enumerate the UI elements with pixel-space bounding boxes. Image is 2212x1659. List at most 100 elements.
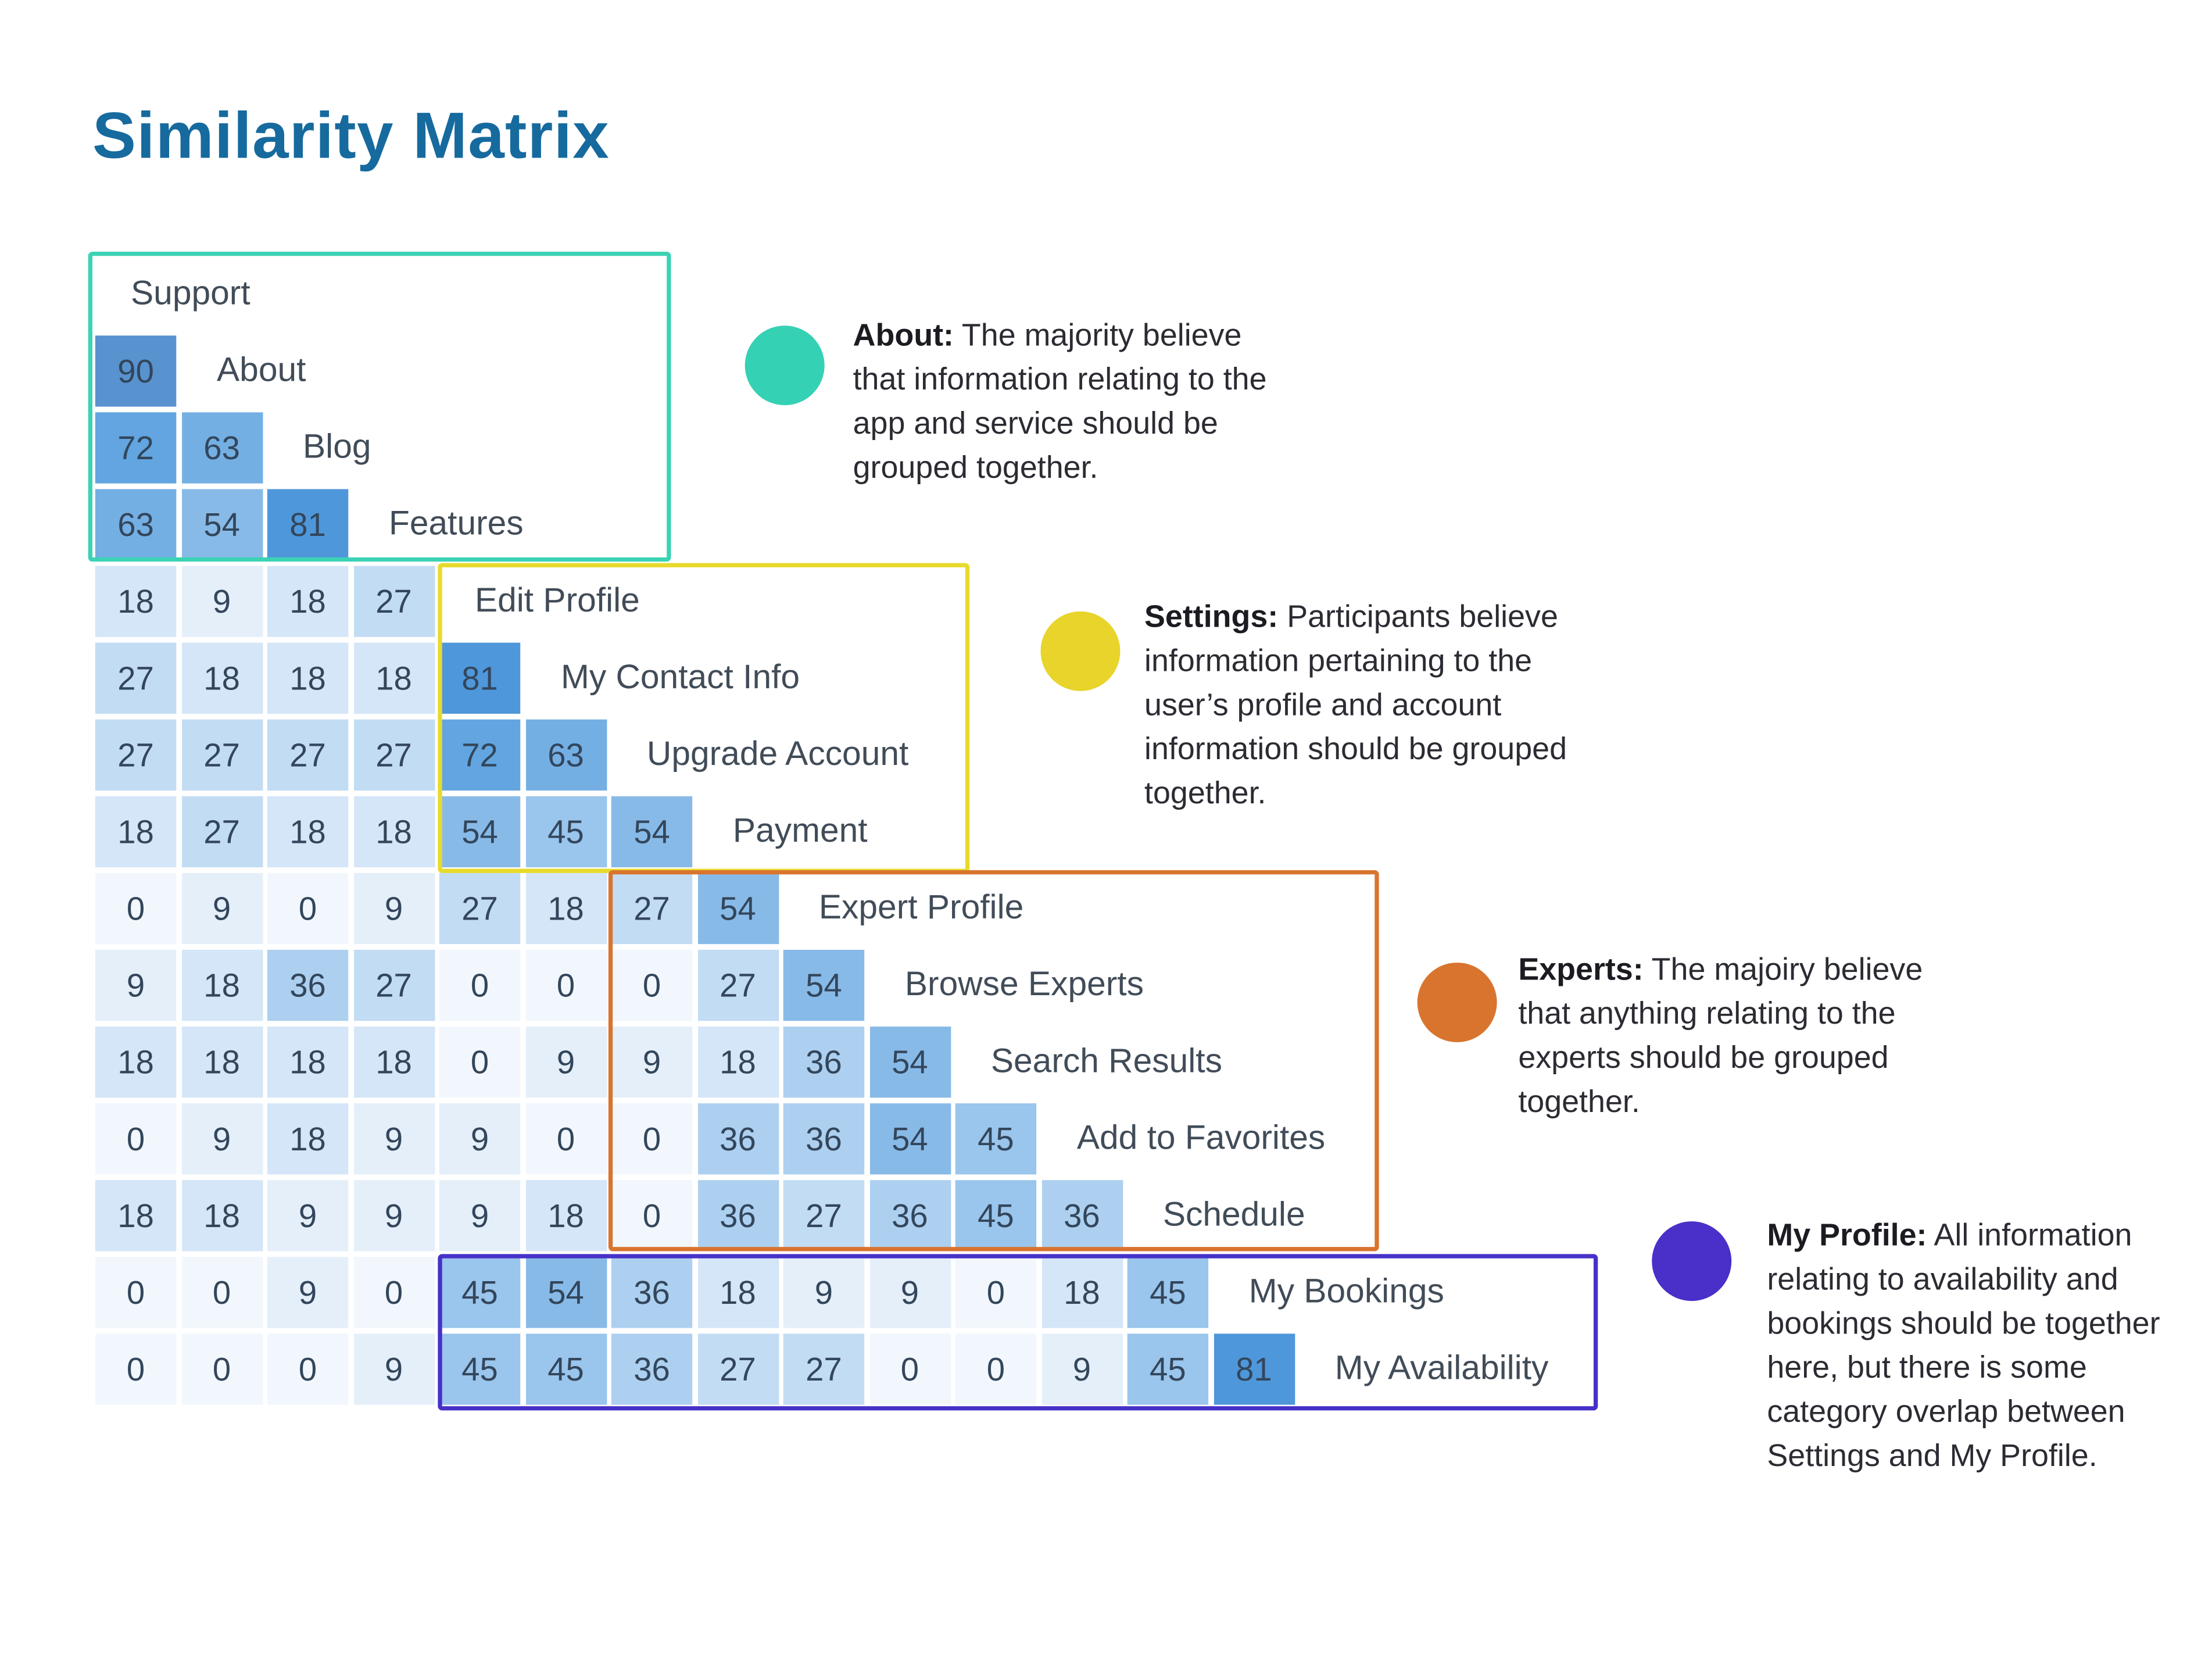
annotation-label: Settings:	[1144, 598, 1279, 634]
matrix-cell: 18	[353, 642, 435, 714]
matrix-cell: 36	[869, 1180, 951, 1252]
matrix-cell: 0	[181, 1257, 263, 1328]
matrix-cell: 45	[439, 1333, 521, 1405]
matrix-cell: 27	[353, 566, 435, 637]
matrix-cell: 45	[955, 1180, 1037, 1252]
matrix-cell: 27	[181, 796, 263, 868]
matrix-cell: 18	[353, 796, 435, 868]
matrix-cell: 9	[439, 1103, 521, 1175]
matrix-cell: 18	[267, 1103, 349, 1175]
matrix-cell: 27	[783, 1180, 865, 1252]
matrix-cell: 0	[955, 1333, 1037, 1405]
matrix-cell: 45	[1127, 1333, 1209, 1405]
matrix-cell: 36	[611, 1257, 693, 1328]
matrix-cell: 0	[611, 1180, 693, 1252]
matrix-cell: 54	[783, 949, 865, 1021]
matrix-cell: 45	[525, 796, 607, 868]
matrix-cell: 0	[525, 1103, 607, 1175]
matrix-cell: 9	[353, 1180, 435, 1252]
matrix-category-label: My Bookings	[1248, 1272, 1444, 1311]
matrix-cell: 27	[611, 873, 693, 945]
matrix-cell: 54	[525, 1257, 607, 1328]
matrix-cell: 18	[525, 1180, 607, 1252]
matrix-category-label: Features	[388, 505, 524, 544]
similarity-matrix: Support 90 About 72 63 Blog 63 54 81 Features 18 9 1…	[88, 251, 1673, 1439]
matrix-category-label: Add to Favorites	[1076, 1119, 1326, 1158]
matrix-cell: 27	[697, 949, 779, 1021]
matrix-cell: 0	[955, 1257, 1037, 1328]
matrix-category-label: Schedule	[1162, 1196, 1305, 1235]
matrix-cell: 9	[525, 1027, 607, 1098]
matrix-cell: 18	[181, 642, 263, 714]
settings-group-dot	[1040, 611, 1121, 691]
matrix-cell: 0	[95, 1257, 177, 1328]
matrix-cell: 18	[95, 1180, 177, 1252]
my-profile-group-dot	[1652, 1221, 1732, 1302]
matrix-cell: 45	[1127, 1257, 1209, 1328]
matrix-cell: 27	[95, 719, 177, 791]
matrix-cell: 81	[267, 489, 349, 560]
matrix-cell: 18	[267, 566, 349, 637]
matrix-cell: 9	[783, 1257, 865, 1328]
matrix-category-label: Browse Experts	[904, 965, 1144, 1004]
matrix-cell: 0	[95, 873, 177, 945]
matrix-cell: 36	[611, 1333, 693, 1405]
matrix-cell: 9	[95, 949, 177, 1021]
matrix-cell: 9	[181, 873, 263, 945]
matrix-cell: 54	[869, 1027, 951, 1098]
matrix-cell: 9	[439, 1180, 521, 1252]
matrix-cell: 36	[697, 1103, 779, 1175]
matrix-cell: 9	[869, 1257, 951, 1328]
matrix-cell: 9	[267, 1257, 349, 1328]
matrix-category-label: Blog	[302, 428, 371, 467]
matrix-cell: 81	[1213, 1333, 1295, 1405]
matrix-cell: 45	[439, 1257, 521, 1328]
matrix-cell: 0	[267, 873, 349, 945]
matrix-category-label: My Contact Info	[560, 658, 800, 697]
matrix-cell: 0	[353, 1257, 435, 1328]
matrix-cell: 18	[1041, 1257, 1123, 1328]
matrix-cell: 63	[181, 412, 263, 484]
matrix-cell: 18	[267, 642, 349, 714]
matrix-cell: 54	[181, 489, 263, 560]
matrix-cell: 36	[783, 1103, 865, 1175]
annotation-text: My Profile: All information relating to …	[1767, 1213, 2182, 1477]
matrix-cell: 9	[611, 1027, 693, 1098]
matrix-cell: 27	[353, 719, 435, 791]
matrix-cell: 18	[267, 1027, 349, 1098]
matrix-cell: 0	[95, 1103, 177, 1175]
matrix-cell: 0	[439, 949, 521, 1021]
matrix-category-label: Upgrade Account	[646, 735, 909, 774]
matrix-cell: 18	[181, 1027, 263, 1098]
matrix-cell: 0	[525, 949, 607, 1021]
matrix-cell: 0	[869, 1333, 951, 1405]
matrix-cell: 54	[439, 796, 521, 868]
matrix-cell: 36	[1041, 1180, 1123, 1252]
matrix-cell: 0	[181, 1333, 263, 1405]
annotation-text: Experts: The majoiry believe that anythi…	[1518, 947, 1945, 1123]
matrix-cell: 27	[181, 719, 263, 791]
matrix-category-label: Payment	[732, 811, 868, 850]
annotation-body: The majoiry believe that anything relati…	[1518, 951, 1923, 1120]
matrix-cell: 63	[95, 489, 177, 560]
matrix-cell: 27	[267, 719, 349, 791]
matrix-cell: 54	[697, 873, 779, 945]
matrix-category-label: Expert Profile	[818, 888, 1024, 927]
matrix-cell: 9	[267, 1180, 349, 1252]
annotation-body: The majority believe that information re…	[853, 317, 1267, 485]
matrix-cell: 72	[95, 412, 177, 484]
annotation-label: My Profile:	[1767, 1217, 1927, 1253]
matrix-cell: 9	[353, 1103, 435, 1175]
matrix-cell: 0	[95, 1333, 177, 1405]
matrix-cell: 27	[439, 873, 521, 945]
annotation-text: Settings: Participants believe informati…	[1144, 594, 1588, 814]
matrix-cell: 0	[611, 949, 693, 1021]
matrix-cell: 18	[697, 1027, 779, 1098]
matrix-cell: 18	[353, 1027, 435, 1098]
matrix-cell: 18	[181, 1180, 263, 1252]
matrix-category-label: Search Results	[990, 1042, 1222, 1081]
annotation-label: About:	[853, 317, 954, 353]
matrix-cell: 27	[95, 642, 177, 714]
matrix-cell: 36	[697, 1180, 779, 1252]
